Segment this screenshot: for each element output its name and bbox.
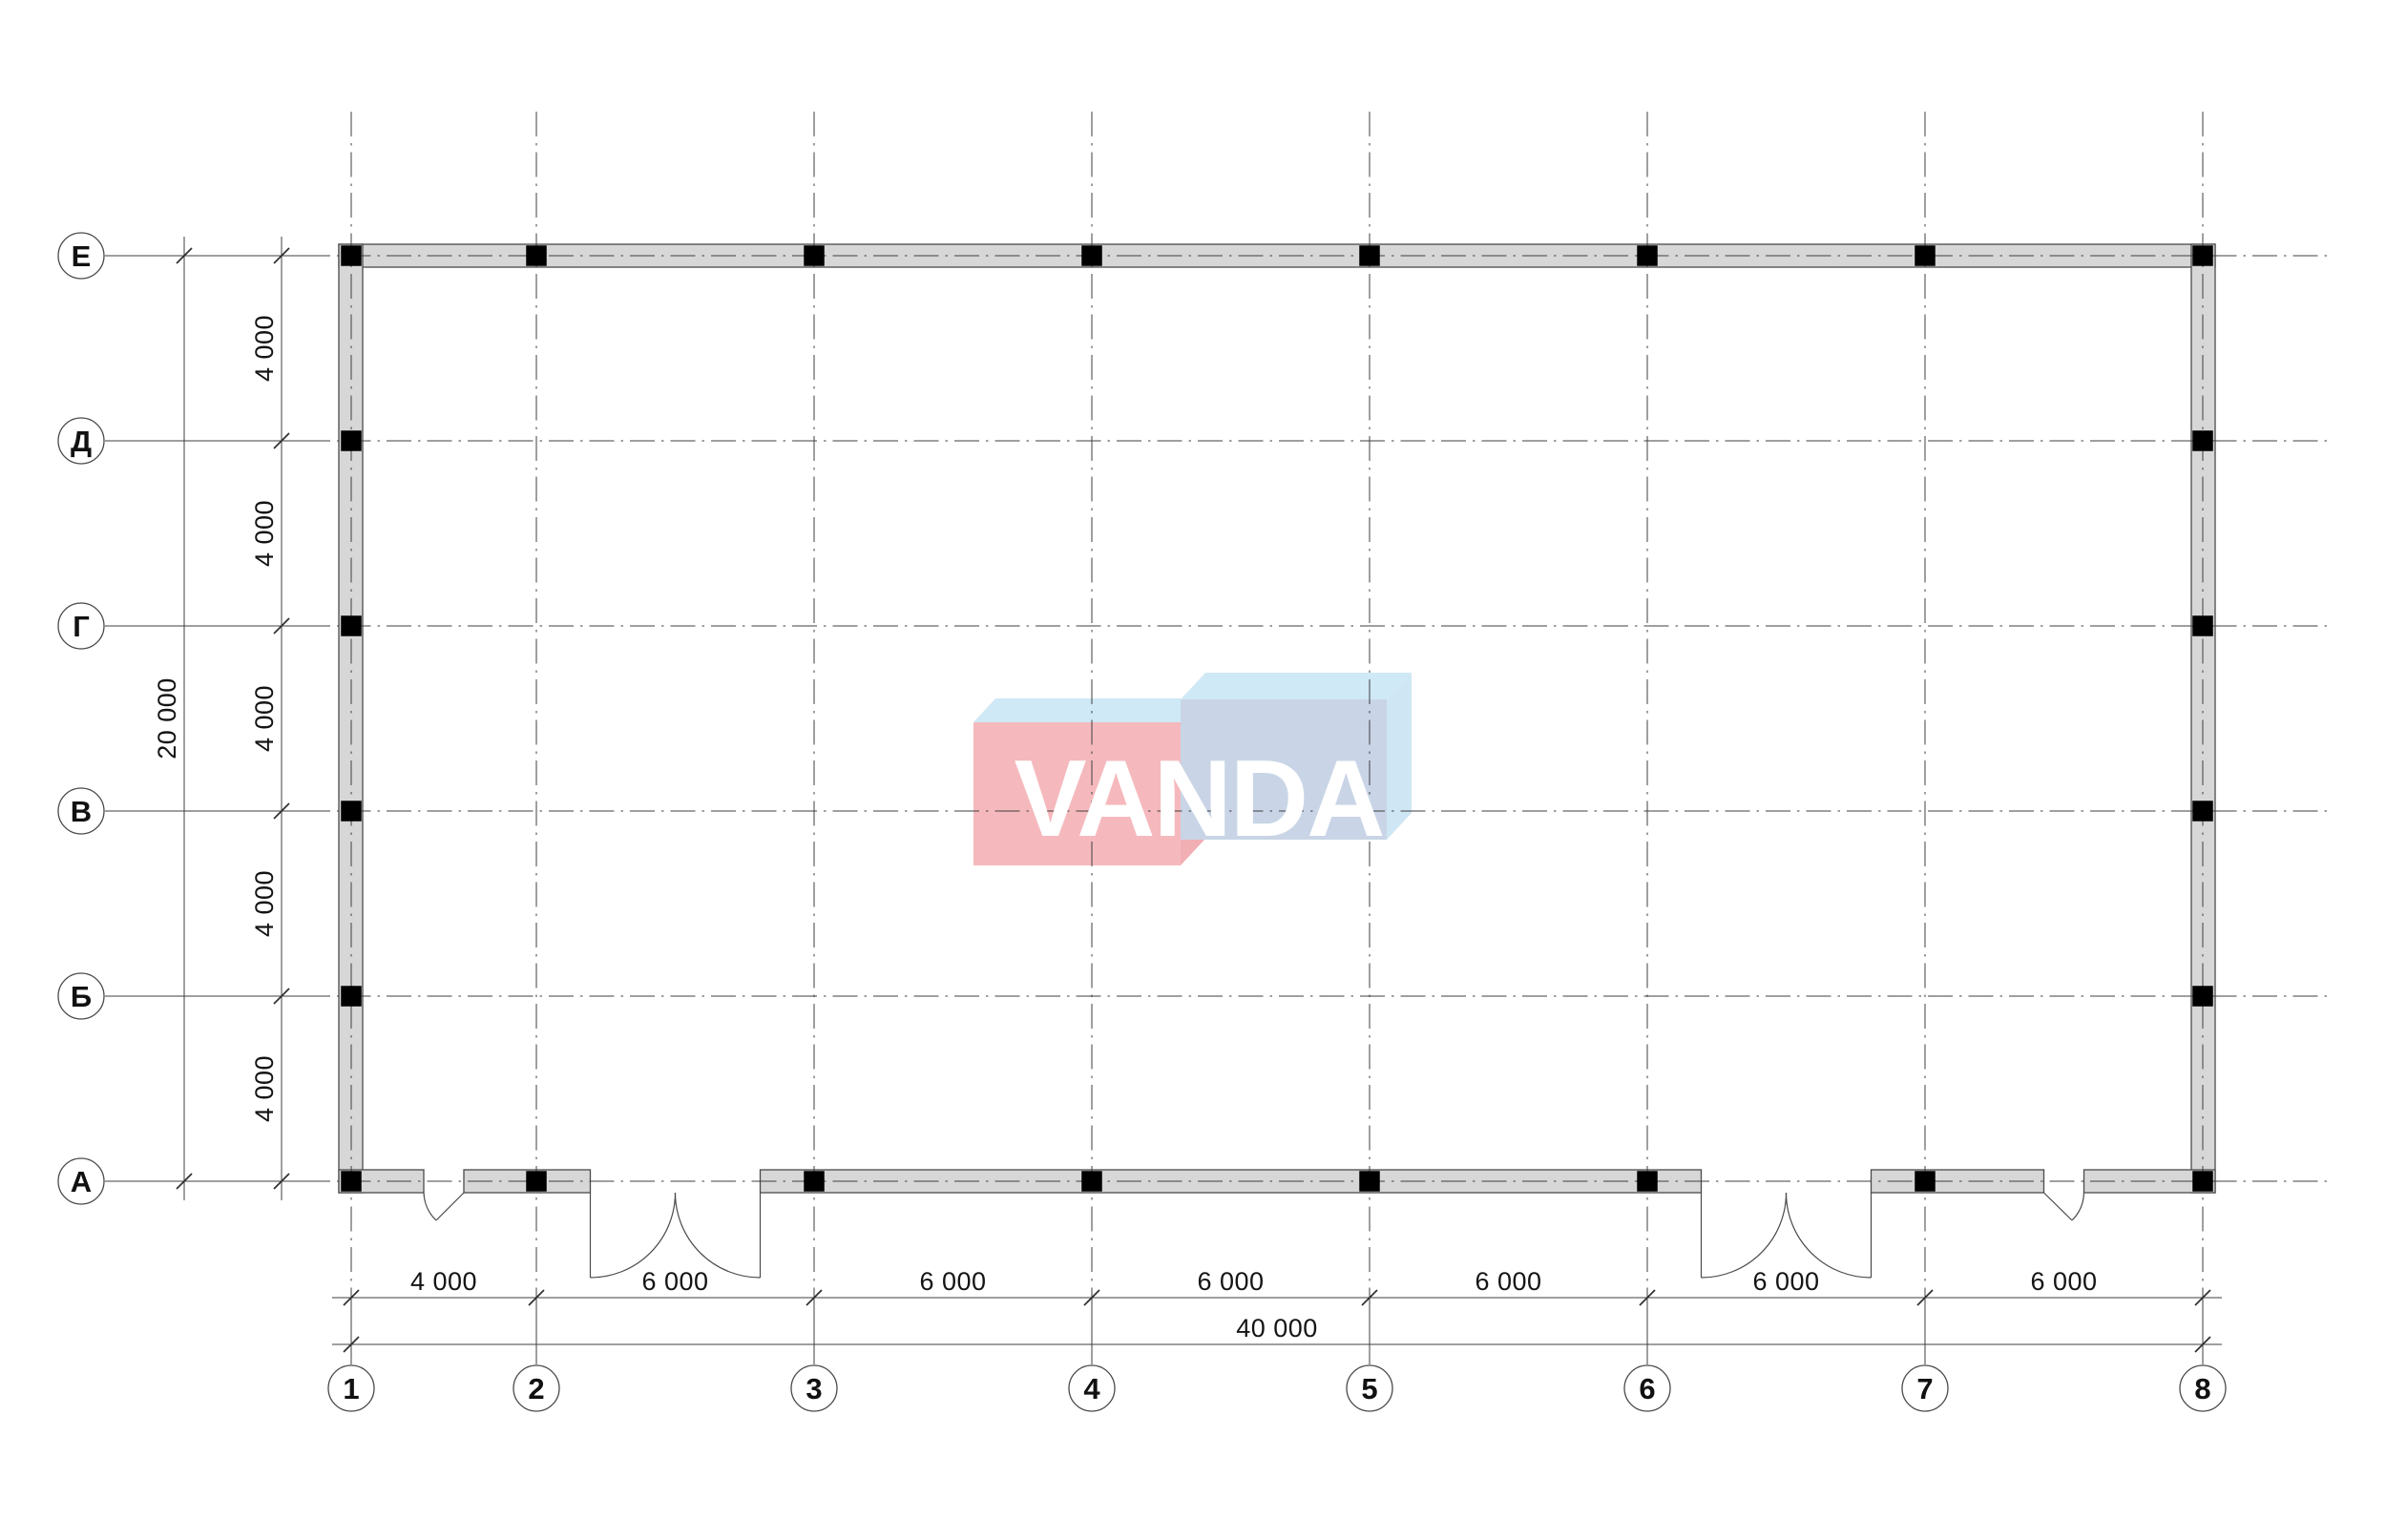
door-single-right: [2043, 1192, 2085, 1221]
dim-total-value: 20 000: [153, 677, 181, 760]
column-marker: [1081, 245, 1102, 266]
axis-bubble-label: 5: [1361, 1372, 1377, 1405]
axis-bubble: [327, 1364, 375, 1412]
logo-blue-top-face: [1181, 673, 1412, 699]
axis-bubble-label: 1: [343, 1372, 359, 1405]
vanda-logo-boxes: [973, 673, 1412, 865]
axis-bubble: [790, 1364, 838, 1412]
dim-value: 4 000: [410, 1267, 477, 1296]
door-single-left: [423, 1192, 465, 1221]
column-marker: [1359, 1171, 1380, 1192]
axis-bubble-label: 3: [806, 1372, 822, 1405]
dim-value: 4 000: [250, 500, 279, 567]
axis-bubble-label: 2: [528, 1372, 544, 1405]
vanda-logo-text: VANDA: [1015, 739, 1384, 860]
dim-value: 6 000: [2030, 1267, 2097, 1296]
axis-bubble: [57, 602, 105, 650]
column-marker: [341, 245, 362, 266]
column-marker: [1637, 1171, 1658, 1192]
axis-bubble-label: А: [71, 1165, 92, 1198]
column-marker: [2192, 430, 2213, 451]
column-marker: [804, 1171, 825, 1192]
column-marker: [2192, 245, 2213, 266]
axis-bubbles-left: Е Д Г В Б А: [57, 232, 105, 1205]
axis-bubble-label: 8: [2194, 1372, 2210, 1405]
axis-bubble-label: В: [71, 795, 92, 828]
axis-bubble: [57, 232, 105, 280]
column-marker: [341, 801, 362, 822]
logo-blue-box: [1181, 699, 1387, 840]
axis-bubble: [1346, 1364, 1393, 1412]
dim-value: 4 000: [250, 870, 279, 937]
axis-bubble: [1901, 1364, 1949, 1412]
axis-bubble-label: Д: [71, 425, 92, 458]
axis-bubble: [2179, 1364, 2227, 1412]
dimension-lines: [176, 237, 2222, 1353]
wall-right: [2190, 243, 2216, 1194]
axis-bubble: [513, 1364, 560, 1412]
dim-total-value: 40 000: [1236, 1314, 1318, 1342]
column-marker: [1637, 245, 1658, 266]
column-marker: [341, 986, 362, 1007]
dim-value: 6 000: [1752, 1267, 1819, 1296]
axis-bubble-label: Б: [71, 980, 92, 1013]
door-double-right: [1700, 1192, 1873, 1279]
column-marker: [2192, 801, 2213, 822]
axis-bubble-label: Г: [73, 610, 90, 643]
dim-value: 4 000: [250, 315, 279, 382]
axis-bubble-label: Е: [72, 239, 92, 273]
axis-bubble-label: 7: [1916, 1372, 1933, 1405]
column-marker: [1359, 245, 1380, 266]
logo-pink-top-face: [973, 698, 1181, 722]
column-marker: [341, 1171, 362, 1192]
dim-value: 6 000: [1197, 1267, 1264, 1296]
column-marker: [526, 1171, 547, 1192]
dim-value: 4 000: [250, 685, 279, 752]
axis-bubble: [57, 787, 105, 835]
dim-value: 6 000: [919, 1267, 986, 1296]
logo-pink-box: [973, 722, 1181, 865]
axis-bubble: [57, 417, 105, 465]
dimension-texts: 4 000 6 000 6 000 6 000 6 000 6 000 6 00…: [153, 315, 2097, 1342]
doors: [423, 1192, 2085, 1279]
column-marker: [1915, 1171, 1936, 1192]
door-double-left: [589, 1192, 762, 1279]
axis-bubble-label: 4: [1083, 1372, 1100, 1405]
axis-bubble: [57, 1157, 105, 1205]
column-marker: [1915, 245, 1936, 266]
axis-bubble-label: 6: [1639, 1372, 1655, 1405]
axis-bubble: [1623, 1364, 1671, 1412]
dim-value: 4 000: [250, 1055, 279, 1122]
column-marker: [526, 245, 547, 266]
dim-value: 6 000: [641, 1267, 708, 1296]
dim-value: 6 000: [1475, 1267, 1541, 1296]
column-marker: [2192, 986, 2213, 1007]
column-marker: [804, 245, 825, 266]
column-marker: [2192, 615, 2213, 636]
column-marker: [341, 615, 362, 636]
axis-bubble: [57, 972, 105, 1020]
column-marker: [1081, 1171, 1102, 1192]
axis-bubbles-bottom: 1 2 3 4 5 6 7 8: [327, 1364, 2227, 1412]
column-marker: [341, 430, 362, 451]
column-marker: [2192, 1171, 2213, 1192]
axis-bubble: [1068, 1364, 1116, 1412]
logo-blue-right-face: [1387, 673, 1412, 840]
logo-pink-right-face: [1181, 840, 1204, 865]
